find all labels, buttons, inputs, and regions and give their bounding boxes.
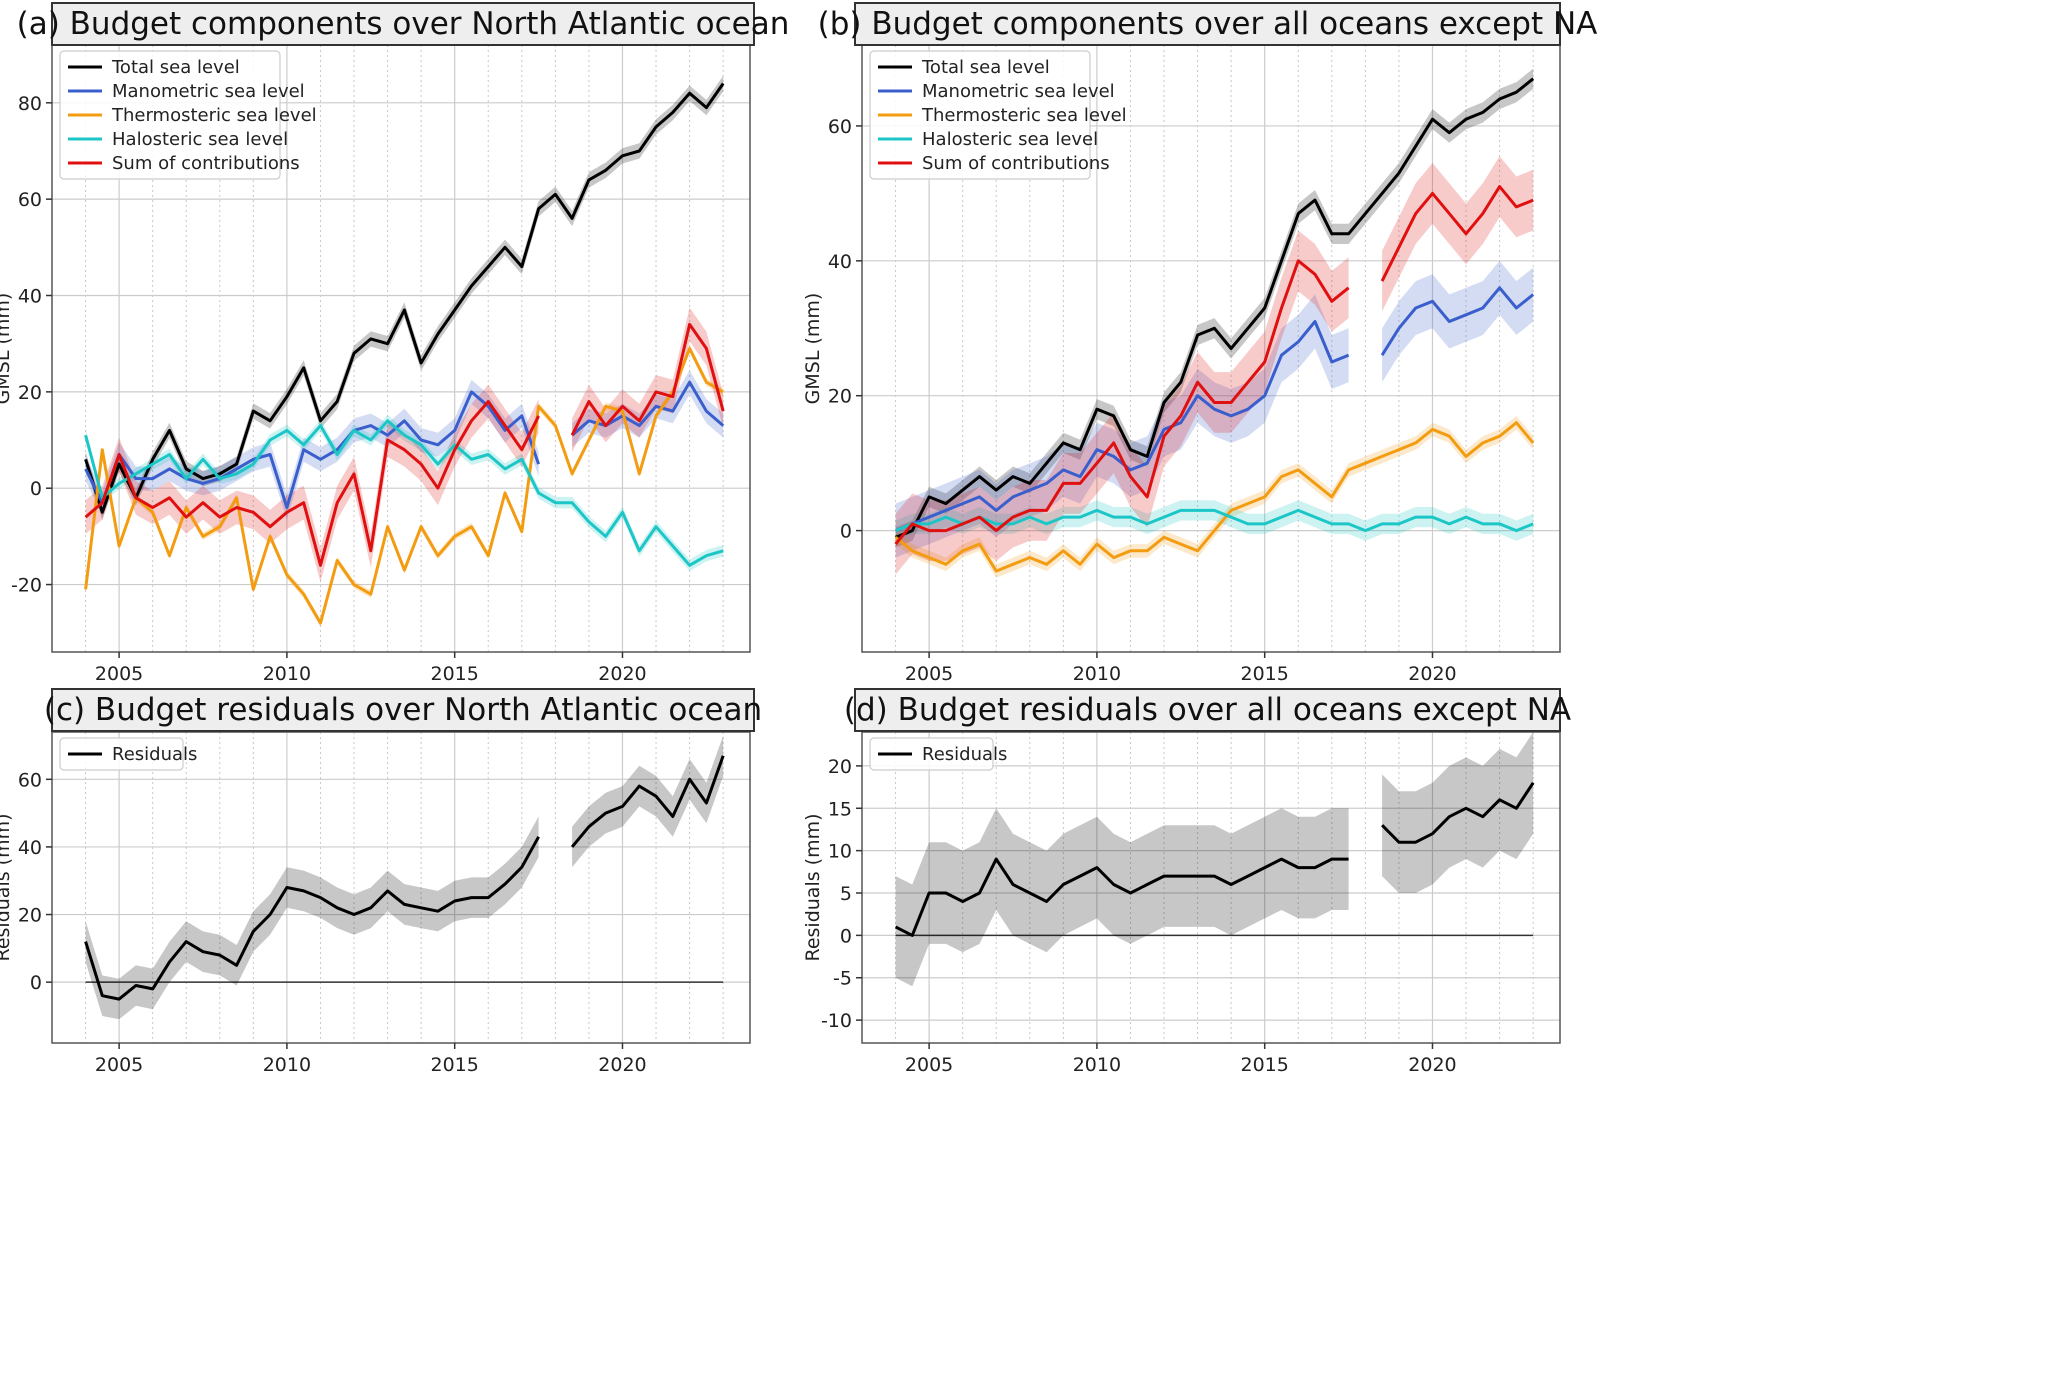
y-tick-label: 40: [18, 837, 42, 859]
series-line: [84, 836, 540, 1001]
legend-label: Manometric sea level: [112, 81, 305, 102]
legend-box: [59, 50, 281, 180]
legend-label: Thermosteric sea level: [921, 105, 1127, 126]
series-line: [1380, 185, 1534, 282]
legend-label: Total sea level: [921, 57, 1050, 78]
series-line: [895, 320, 1350, 532]
series-line: [894, 421, 1535, 573]
y-tick-label: 0: [30, 972, 42, 994]
y-tick-label: 0: [30, 478, 42, 500]
grid: [861, 732, 1560, 1043]
uncertainty-band: [85, 816, 539, 1020]
y-tick-label: 15: [828, 798, 852, 820]
plot-area: [52, 732, 750, 1043]
legend-label: Halosteric sea level: [922, 129, 1098, 150]
x-tick-label: 2010: [1073, 1054, 1121, 1076]
x-tick-label: 2015: [1241, 663, 1289, 685]
x-tick-label: 2005: [95, 663, 143, 685]
legend-label: Sum of contributions: [112, 153, 300, 174]
series-line: [894, 259, 1350, 546]
panel-d: 2005 2010 2015 2020 -10 -5 0 5 10 15 20 Residuals (…: [802, 688, 1571, 1076]
x-tick-label: 2010: [263, 663, 311, 685]
legend-label: Residuals: [112, 744, 197, 765]
y-tick-label: 0: [840, 521, 852, 543]
y-tick-label: 20: [18, 382, 42, 404]
series-line: [1380, 286, 1535, 356]
x-tick-label: 2015: [431, 1054, 479, 1076]
y-tick-label: 80: [18, 93, 42, 115]
legend-label: Total sea level: [111, 57, 240, 78]
legend-label: Sum of contributions: [922, 153, 1110, 174]
y-tick-label: 0: [840, 925, 852, 947]
panel-c: 2005 2010 2015 2020 0 20 40 60 Residuals (mm) (c)…: [0, 688, 762, 1076]
uncertainty-band: [85, 379, 539, 520]
legend-box: [59, 737, 184, 771]
uncertainty-band: [85, 384, 539, 583]
x-tick-label: 2020: [598, 663, 646, 685]
chart-title: (a) Budget components over North Atlanti…: [17, 6, 790, 42]
x-tick-label: 2020: [1408, 663, 1456, 685]
legend-label: Thermosteric sea level: [111, 105, 317, 126]
title-box: [854, 688, 1561, 732]
panel-b: 2005 2010 2015 2020 0 20 40 60 GMSL (mm) (b) Budg…: [802, 2, 1598, 685]
chart-title: (d) Budget residuals over all oceans exc…: [844, 692, 1571, 728]
y-tick-label: 20: [828, 756, 852, 778]
chart-title: (b) Budget components over all oceans ex…: [818, 6, 1598, 42]
y-tick-label: 5: [840, 883, 852, 905]
series-line: [84, 400, 540, 567]
x-tick-label: 2020: [598, 1054, 646, 1076]
x-tick-label: 2005: [95, 1054, 143, 1076]
y-tick-label: 10: [828, 841, 852, 863]
uncertainty-band: [895, 294, 1349, 558]
x-tick-label: 2020: [1408, 1054, 1456, 1076]
x-tick-label: 2015: [1241, 1054, 1289, 1076]
uncertainty-band: [895, 500, 1534, 541]
uncertainty-band: [572, 735, 724, 868]
y-tick-label: 60: [828, 116, 852, 138]
y-tick-label: 40: [18, 286, 42, 308]
series-line: [84, 390, 541, 509]
chart-title: (c) Budget residuals over North Atlantic…: [44, 692, 762, 728]
series-line: [570, 755, 725, 848]
series-line: [895, 77, 1535, 539]
y-tick-label: -5: [833, 968, 852, 990]
plot-area: [862, 732, 1560, 1043]
series-line: [84, 347, 724, 625]
y-tick-label: 20: [828, 386, 852, 408]
series-line: [894, 857, 1349, 937]
x-tick-label: 2015: [431, 663, 479, 685]
y-tick-label: 40: [828, 251, 852, 273]
y-axis-label: Residuals (mm): [802, 813, 824, 961]
y-tick-label: 60: [18, 769, 42, 791]
series-line: [570, 322, 725, 436]
title-box: [854, 2, 1561, 46]
legend-box: [869, 737, 994, 771]
legend-box: [869, 50, 1091, 180]
series-line: [84, 419, 724, 567]
x-tick-label: 2010: [1073, 663, 1121, 685]
y-axis-label: Residuals (mm): [0, 813, 14, 961]
y-axis-label: GMSL (mm): [802, 293, 824, 405]
x-tick-label: 2005: [905, 1054, 953, 1076]
y-axis-label: GMSL (mm): [0, 293, 14, 405]
title-box: [51, 688, 755, 732]
grid: [861, 45, 1560, 652]
x-tick-label: 2010: [263, 1054, 311, 1076]
x-tick-label: 2005: [905, 663, 953, 685]
y-tick-label: 20: [18, 905, 42, 927]
uncertainty-band: [895, 415, 1534, 578]
y-tick-label: 60: [18, 189, 42, 211]
y-tick-label: -10: [821, 1010, 852, 1032]
series-line: [895, 508, 1534, 533]
uncertainty-band: [85, 75, 724, 521]
legend-label: Halosteric sea level: [112, 129, 288, 150]
series-line: [1381, 781, 1535, 844]
y-tick-label: -20: [11, 575, 42, 597]
uncertainty-band: [895, 808, 1349, 987]
panel-a: 2005 2010 2015 2020 -20 0 20 40 60 80 GMSL (mm) (a)…: [0, 2, 790, 685]
legend-label: Residuals: [922, 744, 1007, 765]
legend-label: Manometric sea level: [922, 81, 1115, 102]
title-box: [51, 2, 755, 46]
